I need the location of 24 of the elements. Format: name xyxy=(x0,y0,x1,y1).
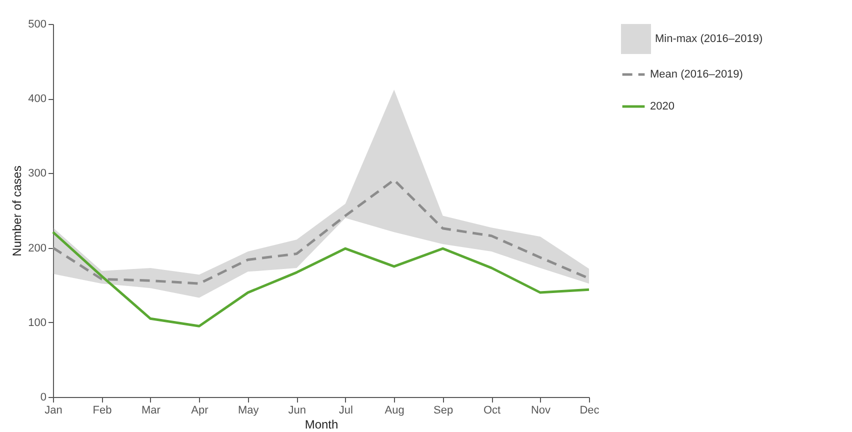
x-tick-label: Feb xyxy=(92,404,112,416)
x-tick-label: Jul xyxy=(338,404,353,416)
line-series xyxy=(52,230,590,328)
legend-label: Mean (2016–2019) xyxy=(650,68,743,80)
y-tick-label: 100 xyxy=(28,316,46,329)
y-axis-title: Number of cases xyxy=(10,166,24,256)
y-tick-label: 200 xyxy=(28,242,46,254)
y-tick-label: 0 xyxy=(40,392,46,404)
x-tick-label: Dec xyxy=(580,404,600,416)
x-tick-label: Oct xyxy=(483,404,501,416)
x-tick-label: Jan xyxy=(44,404,62,416)
x-axis-title: Month xyxy=(304,418,338,432)
y-tick-label: 400 xyxy=(28,93,46,106)
x-tick-label: Jun xyxy=(288,404,306,416)
y-tick-label: 500 xyxy=(28,18,46,30)
y-tick-label: 300 xyxy=(28,168,46,180)
legend-label: 2020 xyxy=(650,100,674,112)
x-tick-label: Aug xyxy=(384,404,404,416)
text: Min-max (2016–2019) xyxy=(655,33,763,45)
x-tick-label: Apr xyxy=(191,404,209,416)
x-tick-label: Sep xyxy=(434,404,454,416)
x-tick-label: May xyxy=(238,404,260,416)
x-tick-label: Mar xyxy=(141,404,161,416)
x-tick-label: Nov xyxy=(530,404,552,416)
